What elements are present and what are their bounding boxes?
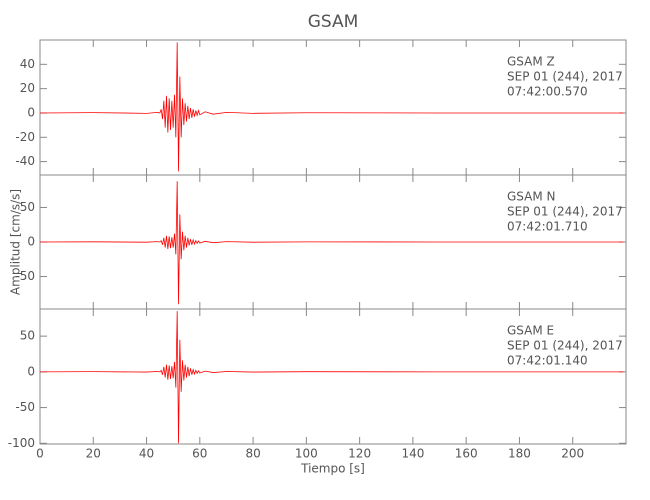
y-tick-label: 0 bbox=[27, 235, 35, 249]
panel-frame bbox=[39, 308, 627, 445]
x-tick-label: 160 bbox=[455, 447, 478, 461]
x-tick-label: 140 bbox=[401, 447, 424, 461]
x-tick-label: 0 bbox=[36, 447, 44, 461]
annotation: SEP 01 (244), 2017 bbox=[507, 205, 623, 219]
y-tick-label: 20 bbox=[20, 81, 35, 95]
y-axis-label: Amplitud [cm/s/s] bbox=[9, 189, 23, 295]
x-tick-label: 200 bbox=[561, 447, 584, 461]
x-tick-label: 20 bbox=[86, 447, 101, 461]
annotation: 07:42:01.710 bbox=[507, 220, 588, 234]
x-tick-label: 80 bbox=[245, 447, 260, 461]
y-tick-label: -20 bbox=[15, 130, 35, 144]
annotation: GSAM N bbox=[507, 190, 556, 204]
annotation: 07:42:01.140 bbox=[507, 354, 588, 368]
y-tick-label: -50 bbox=[15, 400, 35, 414]
y-tick-label: -100 bbox=[8, 436, 35, 450]
y-tick-label: 0 bbox=[27, 105, 35, 119]
x-tick-label: 40 bbox=[139, 447, 154, 461]
x-axis-label: Tiempo [s] bbox=[300, 462, 365, 476]
y-tick-label: 50 bbox=[20, 200, 35, 214]
annotation: GSAM E bbox=[507, 324, 554, 338]
x-tick-label: 180 bbox=[508, 447, 531, 461]
annotation: 07:42:00.570 bbox=[507, 85, 588, 99]
y-tick-label: 50 bbox=[20, 329, 35, 343]
x-tick-label: 100 bbox=[295, 447, 318, 461]
y-tick-label: 0 bbox=[27, 364, 35, 378]
waveform bbox=[39, 311, 624, 444]
y-tick-label: -50 bbox=[15, 269, 35, 283]
annotation: GSAM Z bbox=[507, 55, 555, 69]
x-tick-label: 120 bbox=[348, 447, 371, 461]
chart-title: GSAM bbox=[308, 12, 359, 32]
x-tick-label: 60 bbox=[192, 447, 207, 461]
y-tick-label: -40 bbox=[15, 154, 35, 168]
waveform bbox=[39, 181, 624, 305]
annotation: SEP 01 (244), 2017 bbox=[507, 70, 623, 84]
waveform bbox=[39, 42, 624, 172]
y-tick-label: 40 bbox=[20, 57, 35, 71]
annotation: SEP 01 (244), 2017 bbox=[507, 339, 623, 353]
